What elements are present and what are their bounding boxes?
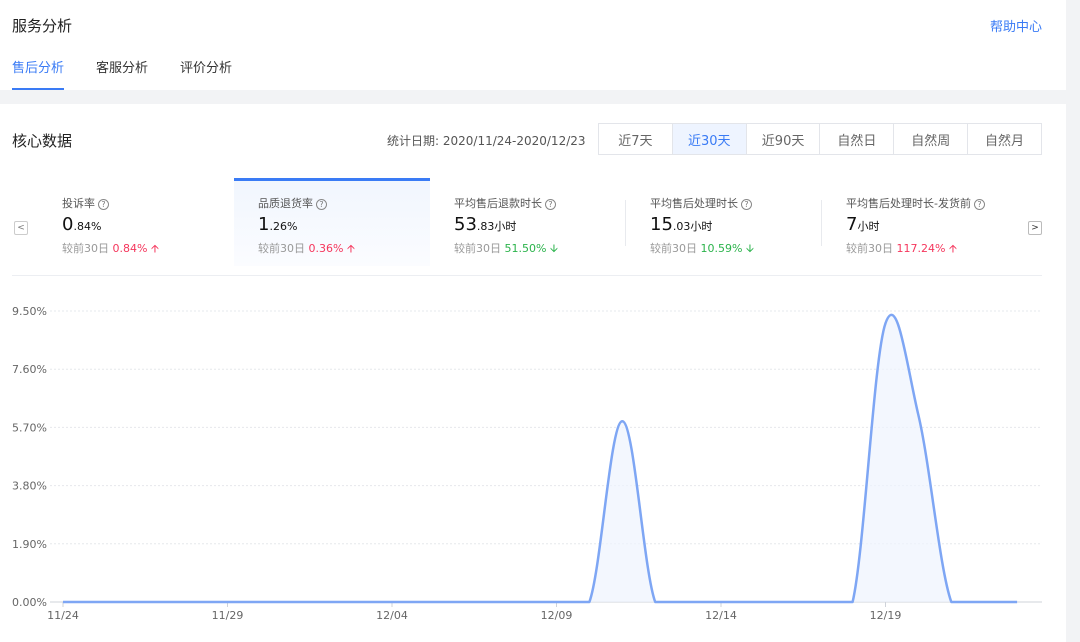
tab-customer-service[interactable]: 客服分析 — [96, 61, 149, 76]
help-center-link[interactable]: 帮助中心 — [989, 20, 1042, 35]
metric-card-complaint-rate[interactable]: 投诉率? 0.84% 较前30日 0.84% 🡩 — [38, 178, 234, 266]
range-90-days[interactable]: 近90天 — [747, 124, 821, 154]
help-circle-icon[interactable]: ? — [545, 199, 556, 210]
y-tick-label: 7.60% — [12, 363, 47, 376]
date-range-label: 统计日期: 2020/11/24-2020/12/23 — [387, 134, 586, 148]
series-line — [63, 313, 1018, 604]
metric-card-processing-duration-pre-shipment[interactable]: 平均售后处理时长-发货前? 7小时 较前30日 117.24% 🡩 — [822, 178, 1018, 266]
range-natural-day[interactable]: 自然日 — [820, 124, 895, 154]
page-title: 服务分析 — [12, 17, 73, 35]
arrow-down-icon: 🡫 — [745, 242, 754, 255]
x-tick-label: 11/24 — [47, 609, 79, 622]
tab-reviews[interactable]: 评价分析 — [180, 61, 233, 76]
metric-card-processing-duration[interactable]: 平均售后处理时长? 15.03小时 较前30日 10.59% 🡫 — [626, 178, 822, 266]
metric-compare: 较前30日 117.24% 🡩 — [846, 242, 957, 255]
range-7-days[interactable]: 近7天 — [599, 124, 673, 154]
tab-bar: 售后分析 客服分析 评价分析 — [12, 57, 264, 90]
series-area — [63, 314, 1018, 602]
range-natural-month[interactable]: 自然月 — [985, 133, 1025, 149]
section-divider — [12, 275, 1042, 276]
range-30-days[interactable]: 近30天 — [672, 124, 747, 154]
metric-label: 平均售后处理时长-发货前 — [846, 197, 971, 210]
trend-chart: 0.00% 1.90% 3.80% 5.70% 7.60% 9.50% 11/24 11/29… — [12, 305, 1042, 622]
x-tick-label: 11/29 — [212, 609, 244, 622]
metric-value: 0.84% — [62, 214, 102, 235]
chevron-right-icon[interactable]: > — [1028, 221, 1042, 235]
y-tick-label: 1.90% — [12, 538, 47, 551]
metric-card-refund-duration[interactable]: 平均售后退款时长? 53.83小时 较前30日 51.50% 🡫 — [430, 178, 626, 266]
metric-compare: 较前30日 0.84% 🡩 — [62, 242, 159, 255]
arrow-up-icon: 🡩 — [346, 242, 355, 255]
x-tick-label: 12/04 — [376, 609, 408, 622]
help-circle-icon[interactable]: ? — [973, 199, 985, 210]
x-tick-label: 12/19 — [870, 609, 902, 622]
y-tick-label: 0.00% — [12, 596, 47, 609]
metric-value: 7小时 — [846, 214, 880, 235]
metric-label: 品质退货率 — [258, 197, 313, 210]
metric-cards: 投诉率? 0.84% 较前30日 0.84% 🡩 品质退货率? 1.26% 较前… — [38, 178, 1016, 272]
metric-divider — [821, 200, 822, 246]
time-range-selector: 近7天 近30天 近90天 自然日 自然周 自然月 — [598, 123, 1042, 155]
y-tick-label: 9.50% — [12, 305, 47, 318]
help-circle-icon[interactable]: ? — [98, 199, 109, 210]
chevron-left-icon[interactable]: < — [14, 221, 28, 235]
metric-value: 1.26% — [258, 214, 298, 235]
metric-value: 15.03小时 — [650, 214, 713, 235]
core-data-panel: 核心数据 统计日期: 2020/11/24-2020/12/23 近7天 近30… — [0, 104, 1066, 642]
metric-compare: 较前30日 0.36% 🡩 — [258, 242, 355, 255]
arrow-down-icon: 🡫 — [549, 242, 558, 255]
y-tick-label: 5.70% — [12, 421, 47, 434]
arrow-up-icon: 🡩 — [948, 242, 957, 255]
metric-compare: 较前30日 10.59% 🡫 — [650, 242, 754, 255]
help-circle-icon[interactable]: ? — [741, 199, 752, 210]
section-title: 核心数据 — [12, 132, 73, 150]
metric-label: 平均售后处理时长 — [650, 197, 738, 210]
x-tick-label: 12/09 — [541, 609, 573, 622]
metric-compare: 较前30日 51.50% 🡫 — [454, 242, 558, 255]
metric-value: 53.83小时 — [454, 214, 517, 235]
help-circle-icon[interactable]: ? — [316, 199, 327, 210]
x-tick-label: 12/14 — [705, 609, 737, 622]
header-panel: 服务分析 帮助中心 售后分析 客服分析 评价分析 — [0, 0, 1066, 90]
range-natural-week[interactable]: 自然周 — [894, 124, 969, 154]
metric-label: 平均售后退款时长 — [454, 197, 542, 210]
arrow-up-icon: 🡩 — [150, 242, 159, 255]
metric-label: 投诉率 — [62, 197, 95, 210]
y-tick-label: 3.80% — [12, 480, 47, 493]
tab-after-sales[interactable]: 售后分析 — [12, 57, 65, 90]
metric-divider — [625, 200, 626, 246]
metric-card-quality-return-rate[interactable]: 品质退货率? 1.26% 较前30日 0.36% 🡩 — [234, 178, 430, 266]
